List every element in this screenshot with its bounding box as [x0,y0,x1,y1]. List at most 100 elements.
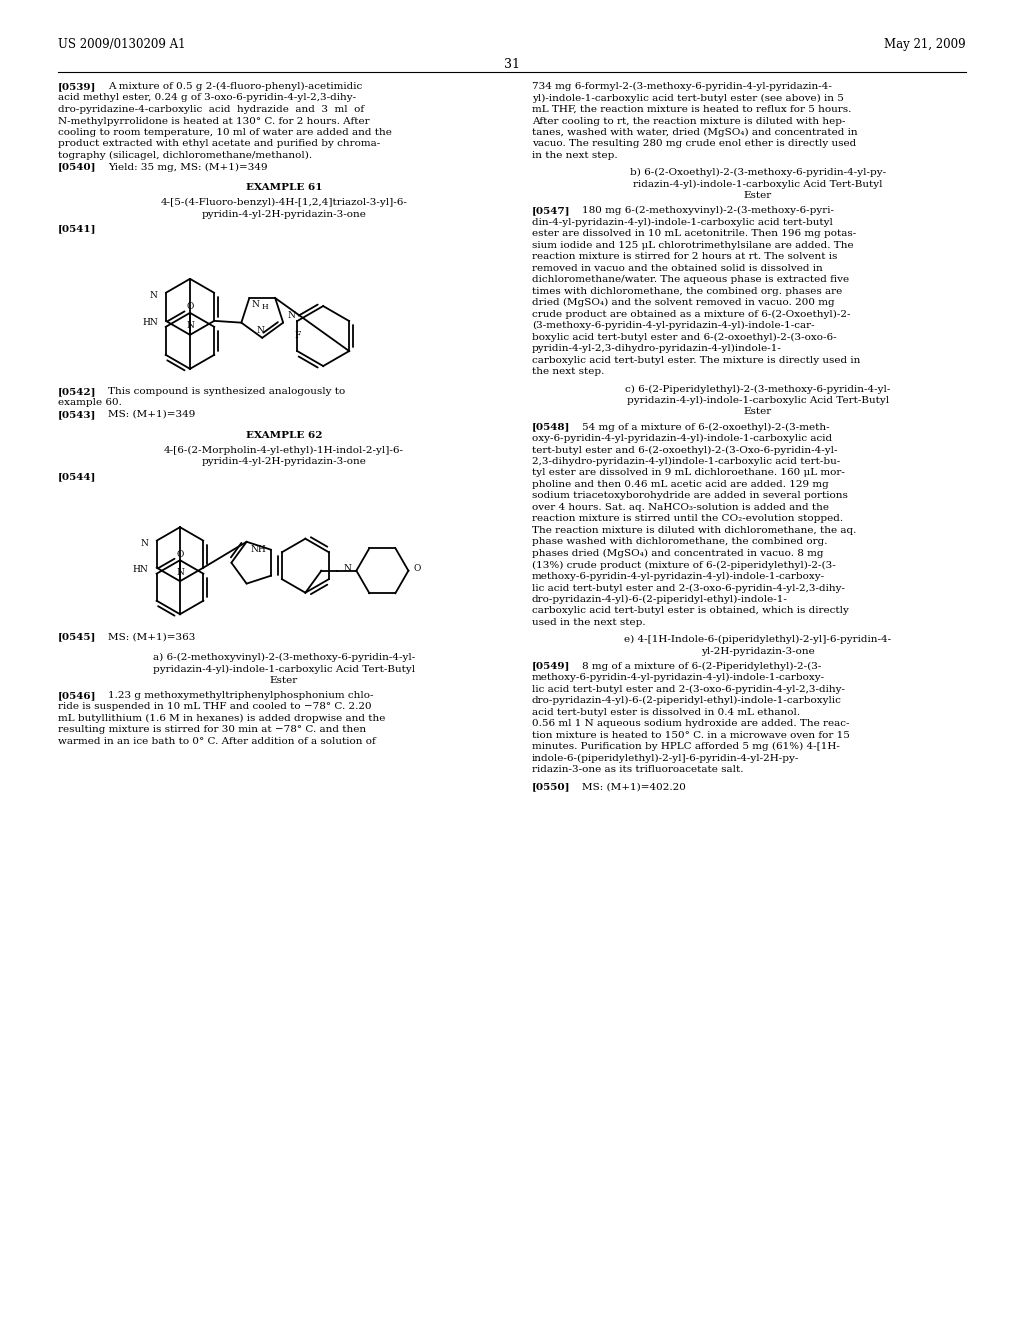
Text: warmed in an ice bath to 0° C. After addition of a solution of: warmed in an ice bath to 0° C. After add… [58,737,376,746]
Text: b) 6-(2-Oxoethyl)-2-(3-methoxy-6-pyridin-4-yl-py-: b) 6-(2-Oxoethyl)-2-(3-methoxy-6-pyridin… [630,168,886,177]
Text: example 60.: example 60. [58,399,122,408]
Text: [0539]: [0539] [58,82,96,91]
Text: dro-pyridazin-4-yl)-6-(2-piperidyl-ethyl)-indole-1-: dro-pyridazin-4-yl)-6-(2-piperidyl-ethyl… [532,595,787,605]
Text: indole-6-(piperidylethyl)-2-yl]-6-pyridin-4-yl-2H-py-: indole-6-(piperidylethyl)-2-yl]-6-pyridi… [532,754,800,763]
Text: pyridin-4-yl-2,3-dihydro-pyridazin-4-yl)indole-1-: pyridin-4-yl-2,3-dihydro-pyridazin-4-yl)… [532,345,782,354]
Text: removed in vacuo and the obtained solid is dissolved in: removed in vacuo and the obtained solid … [532,264,822,273]
Text: tanes, washed with water, dried (MgSO₄) and concentrated in: tanes, washed with water, dried (MgSO₄) … [532,128,858,137]
Text: a) 6-(2-methoxyvinyl)-2-(3-methoxy-6-pyridin-4-yl-: a) 6-(2-methoxyvinyl)-2-(3-methoxy-6-pyr… [153,653,415,663]
Text: (13%) crude product (mixture of 6-(2-piperidylethyl)-2-(3-: (13%) crude product (mixture of 6-(2-pip… [532,561,836,569]
Text: 2,3-dihydro-pyridazin-4-yl)indole-1-carboxylic acid tert-bu-: 2,3-dihydro-pyridazin-4-yl)indole-1-carb… [532,457,841,466]
Text: A mixture of 0.5 g 2-(4-fluoro-phenyl)-acetimidic: A mixture of 0.5 g 2-(4-fluoro-phenyl)-a… [108,82,362,91]
Text: acid methyl ester, 0.24 g of 3-oxo-6-pyridin-4-yl-2,3-dihy-: acid methyl ester, 0.24 g of 3-oxo-6-pyr… [58,94,356,103]
Text: phase washed with dichloromethane, the combined org.: phase washed with dichloromethane, the c… [532,537,827,546]
Text: (3-methoxy-6-pyridin-4-yl-pyridazin-4-yl)-indole-1-car-: (3-methoxy-6-pyridin-4-yl-pyridazin-4-yl… [532,321,815,330]
Text: N: N [256,326,264,335]
Text: tion mixture is heated to 150° C. in a microwave oven for 15: tion mixture is heated to 150° C. in a m… [532,730,850,739]
Text: dried (MgSO₄) and the solvent removed in vacuo. 200 mg: dried (MgSO₄) and the solvent removed in… [532,298,835,308]
Text: minutes. Purification by HPLC afforded 5 mg (61%) 4-[1H-: minutes. Purification by HPLC afforded 5… [532,742,840,751]
Text: crude product are obtained as a mixture of 6-(2-Oxoethyl)-2-: crude product are obtained as a mixture … [532,310,851,319]
Text: [0547]: [0547] [532,206,570,215]
Text: O: O [414,564,421,573]
Text: mL butyllithium (1.6 M in hexanes) is added dropwise and the: mL butyllithium (1.6 M in hexanes) is ad… [58,714,385,723]
Text: lic acid tert-butyl ester and 2-(3-oxo-6-pyridin-4-yl-2,3-dihy-: lic acid tert-butyl ester and 2-(3-oxo-6… [532,685,845,694]
Text: yl-2H-pyridazin-3-one: yl-2H-pyridazin-3-one [701,647,815,656]
Text: HN: HN [142,318,158,327]
Text: reaction mixture is stirred until the CO₂-evolution stopped.: reaction mixture is stirred until the CO… [532,515,843,524]
Text: 4-[5-(4-Fluoro-benzyl)-4H-[1,2,4]triazol-3-yl]-6-: 4-[5-(4-Fluoro-benzyl)-4H-[1,2,4]triazol… [161,198,408,207]
Text: N: N [140,539,148,548]
Text: Ester: Ester [743,408,772,416]
Text: F: F [294,331,300,341]
Text: used in the next step.: used in the next step. [532,618,645,627]
Text: tography (silicagel, dichloromethane/methanol).: tography (silicagel, dichloromethane/met… [58,150,312,160]
Text: acid tert-butyl ester is dissolved in 0.4 mL ethanol.: acid tert-butyl ester is dissolved in 0.… [532,708,800,717]
Text: O: O [176,550,183,560]
Text: mL THF, the reaction mixture is heated to reflux for 5 hours.: mL THF, the reaction mixture is heated t… [532,106,851,114]
Text: [0542]: [0542] [58,387,96,396]
Text: [0541]: [0541] [58,224,96,234]
Text: boxylic acid tert-butyl ester and 6-(2-oxoethyl)-2-(3-oxo-6-: boxylic acid tert-butyl ester and 6-(2-o… [532,333,837,342]
Text: N: N [176,568,184,577]
Text: carboxylic acid tert-butyl ester is obtained, which is directly: carboxylic acid tert-butyl ester is obta… [532,606,849,615]
Text: O: O [186,302,194,310]
Text: [0549]: [0549] [532,661,570,671]
Text: sium iodide and 125 μL chlorotrimethylsilane are added. The: sium iodide and 125 μL chlorotrimethylsi… [532,240,854,249]
Text: din-4-yl-pyridazin-4-yl)-indole-1-carboxylic acid tert-butyl: din-4-yl-pyridazin-4-yl)-indole-1-carbox… [532,218,833,227]
Text: 734 mg 6-formyl-2-(3-methoxy-6-pyridin-4-yl-pyridazin-4-: 734 mg 6-formyl-2-(3-methoxy-6-pyridin-4… [532,82,831,91]
Text: N: N [287,310,295,319]
Text: [0545]: [0545] [58,632,96,642]
Text: phases dried (MgSO₄) and concentrated in vacuo. 8 mg: phases dried (MgSO₄) and concentrated in… [532,549,823,558]
Text: tert-butyl ester and 6-(2-oxoethyl)-2-(3-Oxo-6-pyridin-4-yl-: tert-butyl ester and 6-(2-oxoethyl)-2-(3… [532,445,838,454]
Text: After cooling to rt, the reaction mixture is diluted with hep-: After cooling to rt, the reaction mixtur… [532,116,846,125]
Text: NH: NH [251,545,266,554]
Text: Yield: 35 mg, MS: (M+1)=349: Yield: 35 mg, MS: (M+1)=349 [108,162,267,172]
Text: oxy-6-pyridin-4-yl-pyridazin-4-yl)-indole-1-carboxylic acid: oxy-6-pyridin-4-yl-pyridazin-4-yl)-indol… [532,434,833,444]
Text: [0550]: [0550] [532,783,570,792]
Text: ridazin-4-yl)-indole-1-carboxylic Acid Tert-Butyl: ridazin-4-yl)-indole-1-carboxylic Acid T… [633,180,883,189]
Text: The reaction mixture is diluted with dichloromethane, the aq.: The reaction mixture is diluted with dic… [532,525,856,535]
Text: methoxy-6-pyridin-4-yl-pyridazin-4-yl)-indole-1-carboxy-: methoxy-6-pyridin-4-yl-pyridazin-4-yl)-i… [532,572,825,581]
Text: EXAMPLE 62: EXAMPLE 62 [246,430,323,440]
Text: reaction mixture is stirred for 2 hours at rt. The solvent is: reaction mixture is stirred for 2 hours … [532,252,838,261]
Text: ester are dissolved in 10 mL acetonitrile. Then 196 mg potas-: ester are dissolved in 10 mL acetonitril… [532,230,856,238]
Text: the next step.: the next step. [532,367,604,376]
Text: product extracted with ethyl acetate and purified by chroma-: product extracted with ethyl acetate and… [58,140,380,149]
Text: N: N [343,564,351,573]
Text: [0546]: [0546] [58,690,96,700]
Text: ride is suspended in 10 mL THF and cooled to −78° C. 2.20: ride is suspended in 10 mL THF and coole… [58,702,372,711]
Text: sodium triacetoxyborohydride are added in several portions: sodium triacetoxyborohydride are added i… [532,491,848,500]
Text: [0543]: [0543] [58,409,96,418]
Text: N: N [186,321,194,330]
Text: carboxylic acid tert-butyl ester. The mixture is directly used in: carboxylic acid tert-butyl ester. The mi… [532,355,860,364]
Text: 8 mg of a mixture of 6-(2-Piperidylethyl)-2-(3-: 8 mg of a mixture of 6-(2-Piperidylethyl… [582,661,821,671]
Text: tyl ester are dissolved in 9 mL dichloroethane. 160 μL mor-: tyl ester are dissolved in 9 mL dichloro… [532,469,845,478]
Text: times with dichloromethane, the combined org. phases are: times with dichloromethane, the combined… [532,286,843,296]
Text: 0.56 ml 1 N aqueous sodium hydroxide are added. The reac-: 0.56 ml 1 N aqueous sodium hydroxide are… [532,719,850,729]
Text: This compound is synthesized analogously to: This compound is synthesized analogously… [108,387,345,396]
Text: pyridin-4-yl-2H-pyridazin-3-one: pyridin-4-yl-2H-pyridazin-3-one [202,210,367,219]
Text: 31: 31 [504,58,520,71]
Text: methoxy-6-pyridin-4-yl-pyridazin-4-yl)-indole-1-carboxy-: methoxy-6-pyridin-4-yl-pyridazin-4-yl)-i… [532,673,825,682]
Text: 4-[6-(2-Morpholin-4-yl-ethyl)-1H-indol-2-yl]-6-: 4-[6-(2-Morpholin-4-yl-ethyl)-1H-indol-2… [164,446,404,454]
Text: e) 4-[1H-Indole-6-(piperidylethyl)-2-yl]-6-pyridin-4-: e) 4-[1H-Indole-6-(piperidylethyl)-2-yl]… [625,635,892,644]
Text: MS: (M+1)=363: MS: (M+1)=363 [108,632,196,642]
Text: dichloromethane/water. The aqueous phase is extracted five: dichloromethane/water. The aqueous phase… [532,275,849,284]
Text: yl)-indole-1-carboxylic acid tert-butyl ester (see above) in 5: yl)-indole-1-carboxylic acid tert-butyl … [532,94,844,103]
Text: [0548]: [0548] [532,422,570,432]
Text: pholine and then 0.46 mL acetic acid are added. 129 mg: pholine and then 0.46 mL acetic acid are… [532,480,828,488]
Text: US 2009/0130209 A1: US 2009/0130209 A1 [58,38,185,51]
Text: cooling to room temperature, 10 ml of water are added and the: cooling to room temperature, 10 ml of wa… [58,128,392,137]
Text: HN: HN [133,565,148,574]
Text: Ester: Ester [743,191,772,201]
Text: 180 mg 6-(2-methoxyvinyl)-2-(3-methoxy-6-pyri-: 180 mg 6-(2-methoxyvinyl)-2-(3-methoxy-6… [582,206,834,215]
Text: Ester: Ester [270,676,298,685]
Text: pyridazin-4-yl)-indole-1-carboxylic Acid Tert-Butyl: pyridazin-4-yl)-indole-1-carboxylic Acid… [627,396,889,405]
Text: H: H [261,304,268,312]
Text: over 4 hours. Sat. aq. NaHCO₃-solution is added and the: over 4 hours. Sat. aq. NaHCO₃-solution i… [532,503,829,512]
Text: [0544]: [0544] [58,473,96,480]
Text: 54 mg of a mixture of 6-(2-oxoethyl)-2-(3-meth-: 54 mg of a mixture of 6-(2-oxoethyl)-2-(… [582,422,829,432]
Text: MS: (M+1)=402.20: MS: (M+1)=402.20 [582,783,686,792]
Text: dro-pyridazine-4-carboxylic  acid  hydrazide  and  3  ml  of: dro-pyridazine-4-carboxylic acid hydrazi… [58,106,365,114]
Text: 1.23 g methoxymethyltriphenylphosphonium chlo-: 1.23 g methoxymethyltriphenylphosphonium… [108,690,374,700]
